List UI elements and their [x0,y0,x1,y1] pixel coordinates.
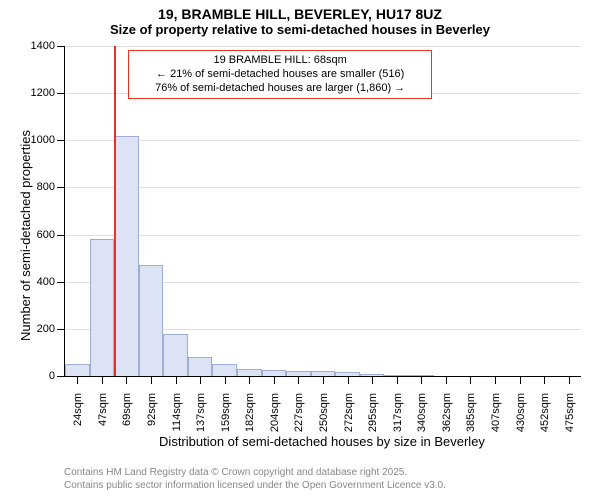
x-tick [200,376,201,384]
histogram-bar [114,136,139,376]
histogram-bar [163,334,188,376]
annotation-line: 19 BRAMBLE HILL: 68sqm [135,54,425,68]
y-tick-label: 800 [37,181,65,193]
x-tick-label: 250sqm [316,393,330,432]
x-tick-label: 24sqm [70,393,84,426]
x-tick [372,376,373,384]
grid-line [65,140,581,141]
x-tick-label: 47sqm [95,393,109,426]
chart-subtitle: Size of property relative to semi-detach… [0,22,600,37]
x-tick [274,376,275,384]
grid-line [65,187,581,188]
x-tick [225,376,226,384]
x-tick [298,376,299,384]
footer-text: Contains HM Land Registry data © Crown c… [64,466,446,492]
grid-line [65,46,581,47]
x-tick [495,376,496,384]
x-tick-label: 182sqm [242,393,256,432]
y-tick-label: 200 [37,323,65,335]
x-tick-label: 362sqm [439,393,453,432]
y-tick-label: 400 [37,276,65,288]
grid-line [65,235,581,236]
x-tick [348,376,349,384]
footer-line-1: Contains HM Land Registry data © Crown c… [64,466,446,479]
x-tick-label: 430sqm [513,393,527,432]
x-tick [397,376,398,384]
x-tick [569,376,570,384]
x-tick [544,376,545,384]
x-tick [446,376,447,384]
annotation-box: 19 BRAMBLE HILL: 68sqm← 21% of semi-deta… [128,50,432,99]
histogram-bar [212,364,237,376]
x-tick-label: 272sqm [341,393,355,432]
x-tick-label: 385sqm [463,393,477,432]
x-tick [520,376,521,384]
plot-area: 020040060080010001200140024sqm47sqm69sqm… [64,46,581,377]
x-tick [77,376,78,384]
x-tick [249,376,250,384]
x-tick [176,376,177,384]
x-tick [323,376,324,384]
histogram-bar [237,369,262,376]
chart-title: 19, BRAMBLE HILL, BEVERLEY, HU17 8UZ [0,0,600,22]
x-tick [102,376,103,384]
x-tick-label: 295sqm [365,393,379,432]
annotation-line: ← 21% of semi-detached houses are smalle… [135,68,425,82]
x-tick-label: 317sqm [390,393,404,432]
annotation-line: 76% of semi-detached houses are larger (… [135,82,425,96]
y-tick-label: 600 [37,229,65,241]
x-tick-label: 407sqm [488,393,502,432]
y-axis-label: Number of semi-detached properties [18,130,33,341]
y-tick-label: 1000 [31,134,65,146]
footer-line-2: Contains public sector information licen… [64,479,446,492]
x-tick-label: 204sqm [267,393,281,432]
x-tick-label: 475sqm [562,393,576,432]
x-tick-label: 137sqm [193,393,207,432]
x-tick [151,376,152,384]
y-tick-label: 1200 [31,87,65,99]
x-tick-label: 340sqm [414,393,428,432]
histogram-bar [65,364,90,376]
x-axis-label: Distribution of semi-detached houses by … [64,434,580,449]
property-marker-line [114,46,116,376]
x-tick [470,376,471,384]
y-tick-label: 1400 [31,40,65,52]
histogram-bar [90,239,115,376]
x-tick-label: 69sqm [119,393,133,426]
x-tick-label: 227sqm [291,393,305,432]
histogram-bar [188,357,213,376]
x-tick-label: 92sqm [144,393,158,426]
x-tick-label: 159sqm [218,393,232,432]
histogram-bar [139,265,164,376]
x-tick [126,376,127,384]
x-tick-label: 452sqm [537,393,551,432]
x-tick-label: 114sqm [169,393,183,431]
y-tick-label: 0 [49,370,65,382]
x-tick [421,376,422,384]
